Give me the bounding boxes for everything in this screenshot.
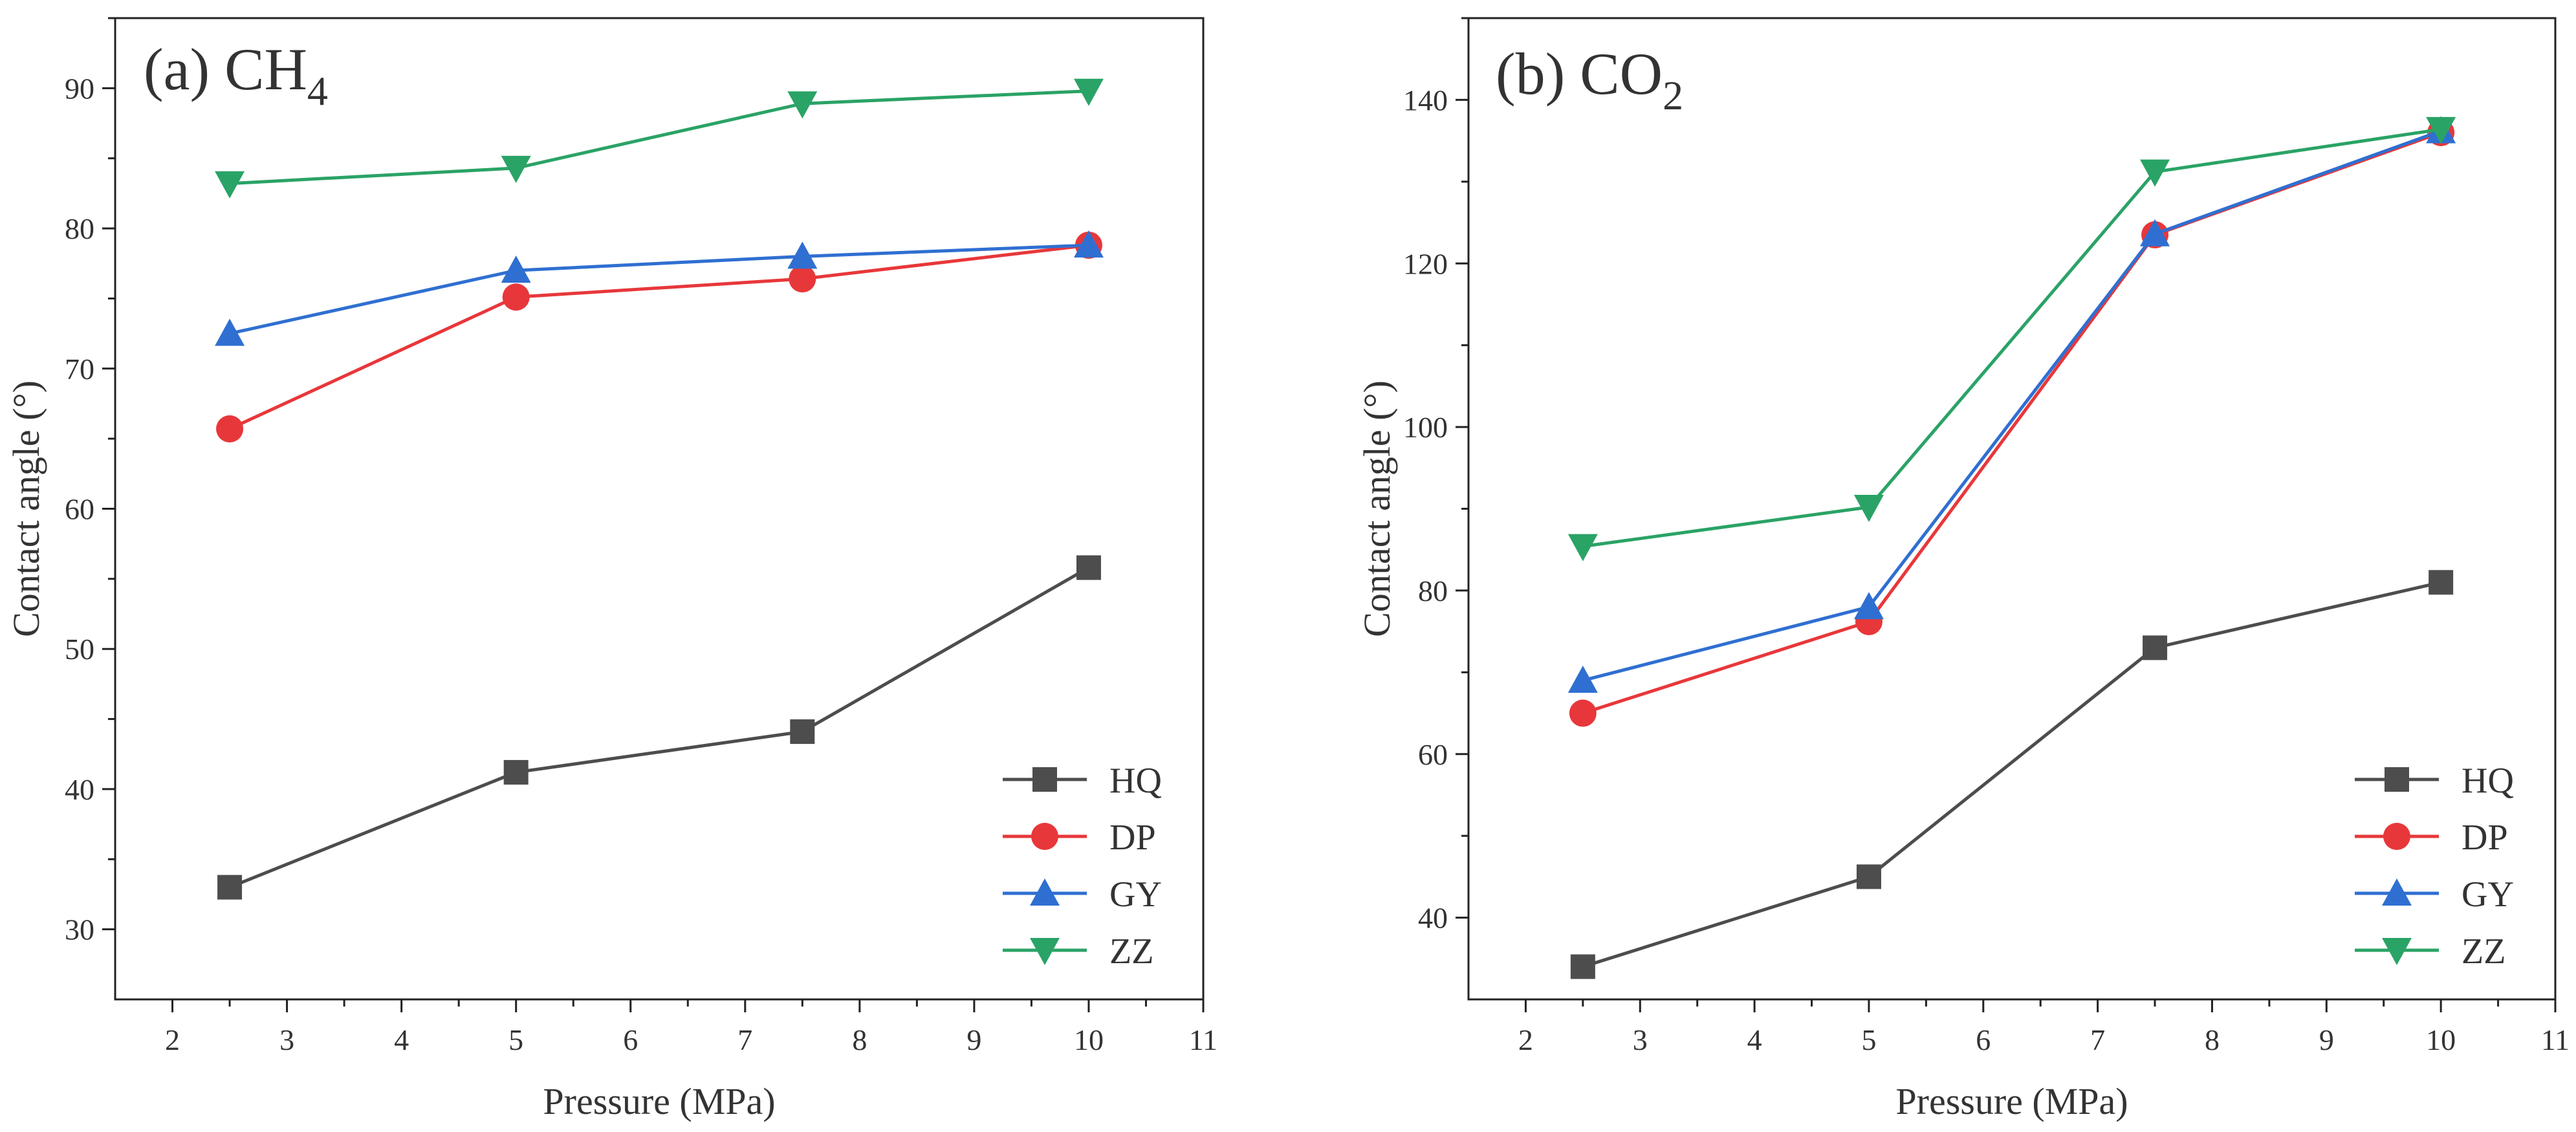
x-axis-label: Pressure (MPa) (543, 1080, 775, 1122)
data-point-dp (789, 265, 816, 293)
x-tick-label: 8 (852, 1023, 867, 1056)
y-tick-label: 60 (65, 493, 94, 526)
legend-marker-gy (1030, 878, 1060, 906)
data-point-gy (501, 256, 531, 283)
x-tick-label: 2 (1518, 1023, 1533, 1056)
y-axis-label: Contact angle (°) (5, 380, 47, 637)
panel-title-main: (b) CO (1496, 41, 1663, 107)
legend-marker-zz (2382, 938, 2412, 965)
panel-title: (b) CO2 (1496, 41, 1683, 118)
data-point-zz (1853, 494, 1884, 522)
legend-marker-dp (1031, 823, 1058, 850)
legend-marker-gy (2382, 878, 2412, 906)
series-line-dp (229, 243, 1089, 431)
panel-title-subscript: 2 (1663, 72, 1683, 118)
x-tick-label: 7 (737, 1023, 752, 1056)
data-point-zz (501, 155, 531, 183)
chart-panel-a: 2 3 4 5 6 7 8 9 10 11 30 40 50 60 70 80 90 Pressure (MPa)… (5, 17, 1217, 1122)
legend-marker-dp (2383, 823, 2410, 850)
legend-label-hq: HQ (1109, 761, 1162, 801)
chart-panel-b: 2 3 4 5 6 7 8 9 10 11 40 60 80 100 120 140 Pressure (MPa… (1356, 17, 2570, 1122)
series-line-hq (229, 566, 1090, 889)
y-tick-label: 60 (1418, 738, 1448, 771)
x-tick-label: 9 (2319, 1023, 2334, 1056)
x-tick-label: 9 (966, 1023, 981, 1056)
series-line-gy (1582, 129, 2442, 682)
data-point-zz (2426, 116, 2456, 144)
y-tick-label: 140 (1403, 83, 1448, 116)
x-tick-label: 10 (1074, 1023, 1104, 1056)
y-axis-label: Contact angle (°) (1356, 380, 1398, 637)
y-tick-label: 80 (1418, 574, 1448, 607)
plot-frame (1467, 17, 2557, 1001)
x-axis-label: Pressure (MPa) (1895, 1080, 2128, 1122)
data-point-gy (1853, 592, 1884, 620)
data-point-hq (1856, 864, 1881, 889)
y-tick-label: 100 (1403, 411, 1448, 444)
data-point-zz (215, 171, 245, 199)
data-point-dp (1569, 699, 1597, 727)
y-tick-label: 40 (65, 773, 94, 806)
y-tick-label: 120 (1403, 247, 1448, 280)
legend-label-gy: GY (1109, 875, 1162, 915)
data-point-gy (1567, 665, 1598, 693)
data-point-gy (1073, 230, 1104, 258)
x-tick-label: 10 (2426, 1023, 2456, 1056)
data-point-zz (2140, 159, 2170, 187)
panel-title-main: (a) CH (144, 36, 307, 102)
data-point-zz (1073, 78, 1104, 106)
series-line-zz (1582, 127, 2441, 549)
data-point-zz (787, 91, 818, 119)
x-tick-label: 5 (1861, 1023, 1876, 1056)
data-point-gy (215, 318, 245, 346)
x-tick-label: 4 (394, 1023, 409, 1056)
x-tick-label: 7 (2090, 1023, 2105, 1056)
y-tick-label: 90 (65, 72, 94, 105)
x-tick-label: 5 (508, 1023, 523, 1056)
y-tick-label: 80 (65, 212, 94, 245)
legend-marker-hq (1032, 767, 1057, 792)
legend-marker-zz (1030, 938, 1060, 965)
x-tick-label: 8 (2205, 1023, 2220, 1056)
x-tick-label: 3 (279, 1023, 294, 1056)
plot-frame (114, 17, 1205, 1001)
data-point-gy (2140, 219, 2170, 246)
legend-label-dp: DP (2461, 818, 2508, 858)
series-line-zz (229, 89, 1089, 186)
x-tick-label: 6 (623, 1023, 638, 1056)
legend-label-zz: ZZ (1109, 931, 1153, 972)
x-tick-label: 3 (1633, 1023, 1648, 1056)
legend-label-zz: ZZ (2461, 931, 2505, 972)
panel-title: (a) CH4 (144, 36, 328, 114)
legend-label-hq: HQ (2461, 761, 2514, 801)
data-point-gy (787, 241, 818, 269)
y-tick-label: 40 (1418, 902, 1448, 935)
y-tick-label: 50 (65, 633, 94, 666)
data-point-dp (502, 283, 530, 311)
data-point-hq (2143, 635, 2168, 660)
data-point-hq (1076, 555, 1101, 580)
x-tick-label: 4 (1747, 1023, 1762, 1056)
data-point-hq (503, 759, 529, 785)
data-point-hq (790, 719, 815, 745)
data-point-hq (2429, 570, 2454, 595)
panel-title-subscript: 4 (307, 68, 328, 114)
data-point-zz (1567, 534, 1598, 561)
legend-marker-hq (2385, 767, 2409, 792)
legend-label-dp: DP (1109, 818, 1156, 858)
legend-label-gy: GY (2461, 875, 2514, 915)
x-tick-label: 11 (1189, 1023, 1217, 1056)
data-point-hq (1570, 954, 1595, 979)
series-line-gy (229, 243, 1089, 336)
x-tick-label: 11 (2541, 1023, 2570, 1056)
y-tick-label: 70 (65, 353, 94, 386)
x-tick-label: 2 (165, 1023, 180, 1056)
x-tick-label: 6 (1976, 1023, 1991, 1056)
data-point-hq (217, 875, 243, 900)
series-line-hq (1582, 580, 2441, 968)
y-tick-label: 30 (65, 913, 94, 946)
data-point-dp (216, 415, 244, 442)
